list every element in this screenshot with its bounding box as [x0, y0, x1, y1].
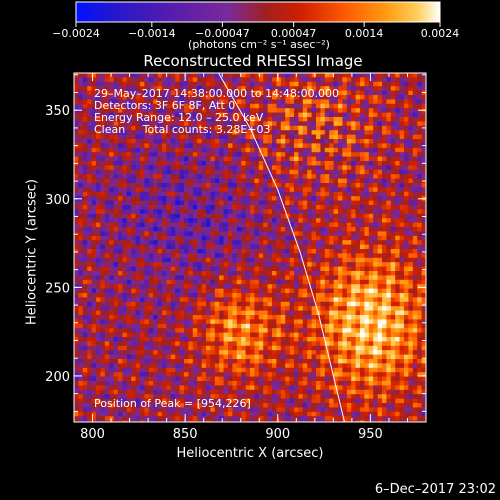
colorbar-tick-label: 0.0014 — [345, 27, 384, 40]
x-tick-label: 850 — [173, 427, 198, 442]
colorbar-gradient — [75, 1, 441, 23]
colorbar-tick-label: −0.0024 — [52, 27, 100, 40]
y-tick-label: 300 — [45, 193, 70, 208]
colorbar-tick-label: −0.00047 — [195, 27, 250, 40]
x-tick-label: 950 — [358, 427, 383, 442]
annotation-detectors: Detectors: 3F 6F 8F, Att 0 — [94, 99, 236, 112]
colorbar-tick-label: 0.00047 — [271, 27, 317, 40]
colorbar-tick-label: 0.0024 — [421, 27, 460, 40]
colorbar-unit-label: (photons cm⁻² s⁻¹ asec⁻²) — [188, 38, 330, 51]
annotation-peak-position: Position of Peak = [954,226] — [94, 397, 251, 410]
colorbar: −0.0024 −0.0014 −0.00047 0.00047 0.0014 0.002… — [52, 1, 460, 40]
y-tick-label: 250 — [45, 281, 70, 296]
annotation-energy-range: Energy Range: 12.0 – 25.0 keV — [94, 111, 264, 124]
annotation-time-range: 29–May–2017 14:38:00.000 to 14:48:00.000 — [94, 87, 340, 100]
y-tick-label: 200 — [45, 370, 70, 385]
chart-title: Reconstructed RHESSI Image — [143, 52, 363, 70]
solar-limb-curve — [218, 73, 345, 422]
x-tick-label: 800 — [80, 427, 105, 442]
annotation-clean-counts: Clean Total counts: 3.28E+03 — [94, 123, 271, 136]
timestamp: 6–Dec–2017 23:02 — [374, 482, 496, 497]
x-tick-label: 900 — [265, 427, 290, 442]
x-axis-label: Heliocentric X (arcsec) — [176, 446, 324, 461]
y-tick-label: 350 — [45, 104, 70, 119]
plot-frame — [73, 72, 427, 423]
colorbar-tick-label: −0.0014 — [128, 27, 176, 40]
